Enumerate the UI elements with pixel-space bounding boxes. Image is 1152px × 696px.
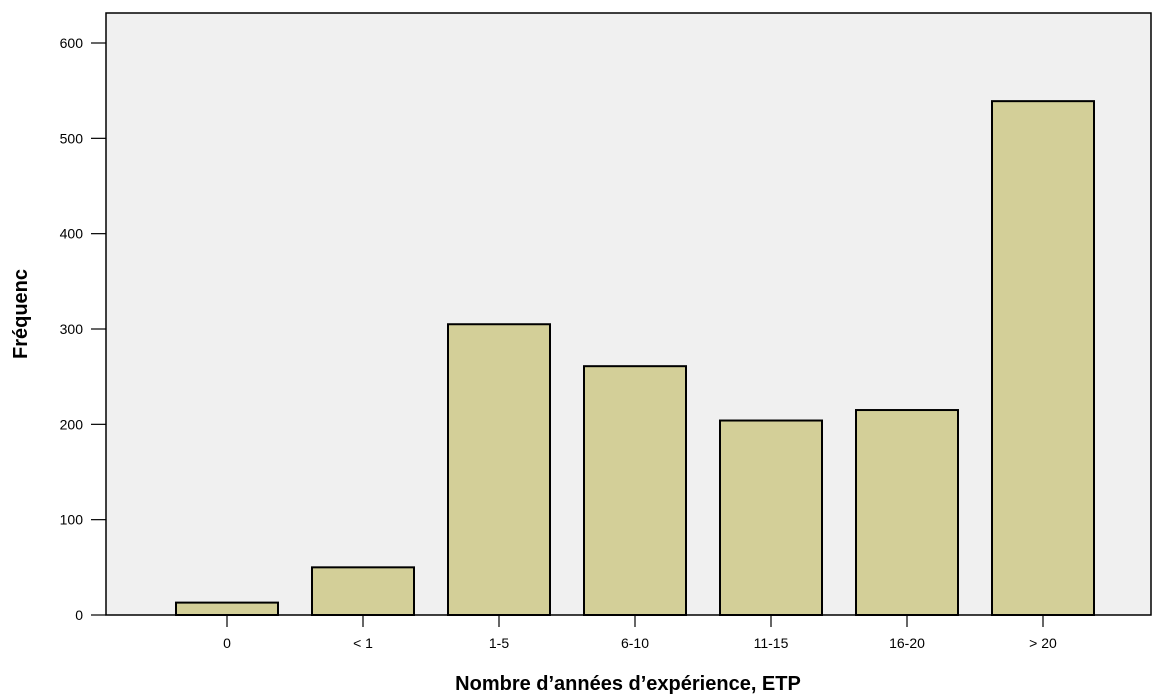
x-tick-label: 11-15 [754, 635, 789, 651]
y-tick-label: 100 [60, 512, 84, 528]
x-tick-label: 6-10 [621, 635, 649, 651]
bar [311, 566, 415, 616]
x-tick-label: 1-5 [489, 635, 509, 651]
bar [719, 419, 823, 616]
x-tick-label: > 20 [1029, 635, 1057, 651]
bar [855, 409, 959, 616]
bar [991, 100, 1095, 617]
x-tick-label: < 1 [353, 635, 373, 651]
bar [583, 365, 687, 616]
x-tick-label: 16-20 [889, 635, 925, 651]
y-tick-label: 600 [60, 35, 84, 51]
y-axis: 0 100 200 300 400 500 600 [60, 35, 106, 623]
x-tick-label: 0 [223, 635, 231, 651]
bar [175, 601, 279, 617]
y-tick-label: 200 [60, 416, 84, 432]
y-tick-label: 400 [60, 226, 84, 242]
y-tick-label: 300 [60, 321, 84, 337]
x-axis: 0 < 1 1-5 6-10 11-15 16-20 > 20 [223, 615, 1057, 651]
x-axis-title: Nombre d’années d’expérience, ETP [455, 673, 801, 695]
y-tick-label: 500 [60, 130, 84, 146]
bar [447, 323, 551, 616]
y-axis-title: Fréquenc [10, 269, 32, 359]
y-tick-label: 0 [75, 607, 83, 623]
